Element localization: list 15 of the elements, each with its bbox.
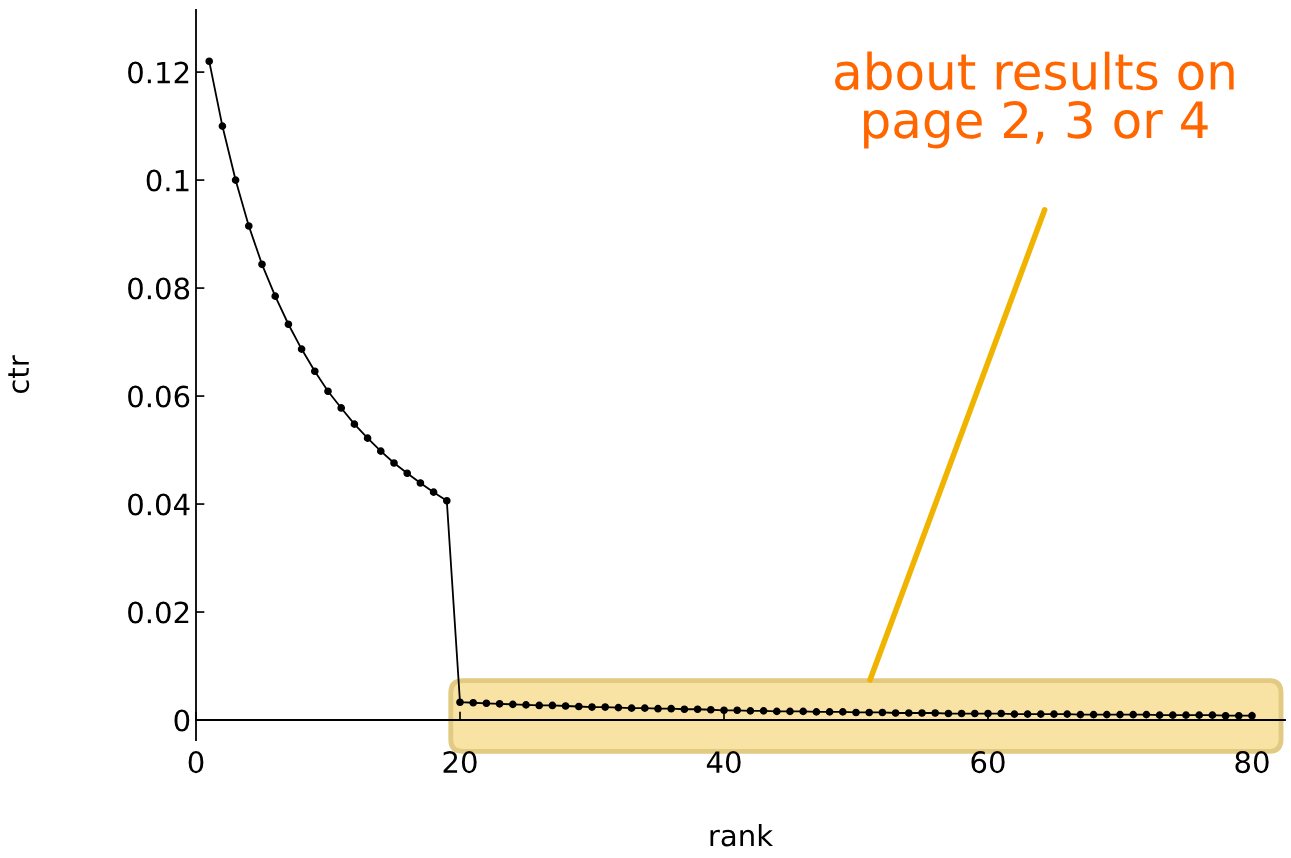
y-tick-label: 0.04 (128, 493, 190, 516)
y-tick-label: 0.06 (128, 385, 190, 408)
y-tick-label: 0.12 (128, 61, 189, 84)
y-tick-label: 0 (174, 709, 190, 732)
x-tick-label: 20 (443, 751, 477, 774)
y-tick-label: 0.08 (128, 277, 190, 300)
annotation: about results on page 2, 3 or 4 (835, 51, 1234, 149)
x-tick-label: 0 (188, 751, 204, 774)
x-axis-title: rank (710, 823, 774, 847)
y-axis-title: ctr (8, 355, 30, 394)
y-tick-label: 0.1 (146, 169, 189, 192)
x-tick-label: 60 (971, 751, 1005, 774)
x-tick-label: 40 (706, 751, 741, 774)
x-tick-label: 80 (1235, 751, 1269, 774)
y-tick-label: 0.02 (128, 601, 189, 624)
